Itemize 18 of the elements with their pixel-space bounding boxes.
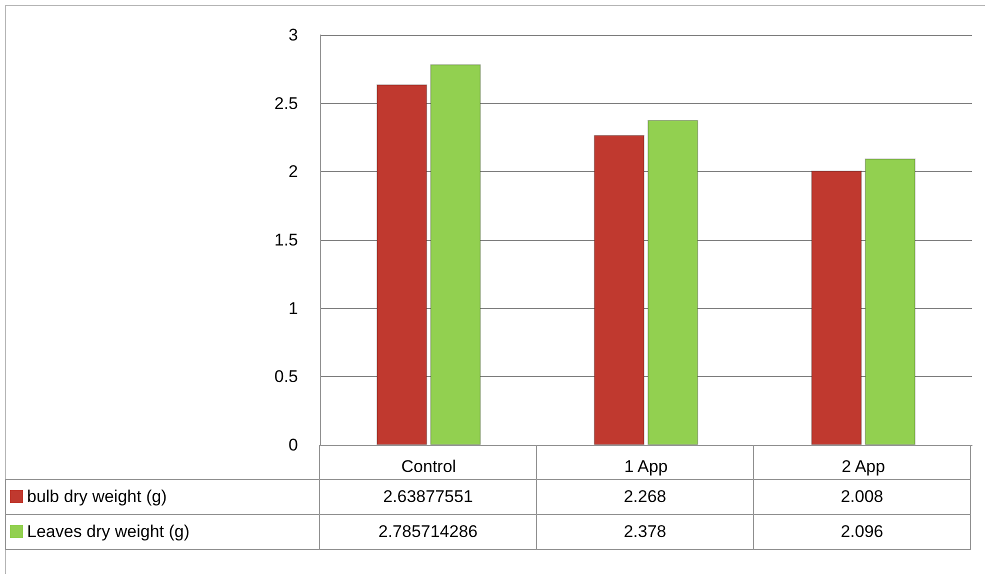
y-tick-label: 1.5 [274, 230, 298, 250]
legend-label: bulb dry weight (g) [6, 480, 320, 514]
y-tick-label: 0.5 [274, 367, 298, 386]
y-tick-label: 0 [288, 436, 298, 454]
x-tick-label: 1 App [624, 457, 668, 476]
y-tick-label: 2 [288, 162, 298, 182]
data-label: 2.378 [536, 514, 754, 550]
x-tick-label: 2 App [842, 457, 886, 476]
y-tick-label: 1 [288, 298, 298, 318]
data-label: 2.268 [536, 480, 754, 514]
legend-label: Leaves dry weight (g) [6, 514, 320, 550]
data-label: 2.785714286 [320, 514, 536, 550]
data-label: 2.008 [754, 480, 970, 514]
data-label: 2.096 [754, 514, 970, 550]
data-label: 2.63877551 [320, 480, 536, 514]
x-tick-label: Control [401, 457, 456, 476]
y-tick-label: 2.5 [274, 94, 298, 113]
y-tick-label: 3 [288, 26, 298, 44]
